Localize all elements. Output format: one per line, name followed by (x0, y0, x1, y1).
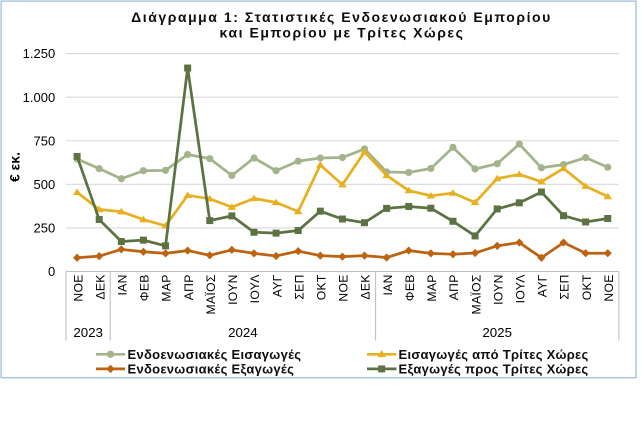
svg-text:Ενδοενωσιακές Εξαγωγές: Ενδοενωσιακές Εξαγωγές (128, 361, 295, 376)
svg-text:ΜΑΪΟΣ: ΜΑΪΟΣ (204, 274, 218, 314)
svg-text:500: 500 (33, 177, 55, 192)
svg-text:750: 750 (33, 133, 55, 148)
svg-text:και Εμπορίου με Τρίτες Χώρες: και Εμπορίου με Τρίτες Χώρες (220, 25, 465, 41)
svg-text:250: 250 (33, 221, 55, 236)
svg-text:ΙΑΝ: ΙΑΝ (381, 274, 395, 295)
svg-text:ΝΟΕ: ΝΟΕ (337, 274, 351, 301)
svg-text:1.250: 1.250 (23, 46, 56, 61)
svg-text:ΙΟΥΝ: ΙΟΥΝ (491, 274, 505, 305)
svg-text:ΦΕΒ: ΦΕΒ (403, 274, 417, 301)
svg-text:ΝΟΕ: ΝΟΕ (602, 274, 616, 301)
svg-text:2025: 2025 (482, 325, 512, 340)
svg-text:ΙΟΥΝ: ΙΟΥΝ (226, 274, 240, 305)
svg-text:ΟΚΤ: ΟΚΤ (580, 274, 594, 300)
svg-text:0: 0 (48, 264, 55, 279)
svg-text:ΑΥΓ: ΑΥΓ (536, 274, 550, 297)
svg-text:ΜΑΡ: ΜΑΡ (425, 274, 439, 301)
svg-text:ΟΚΤ: ΟΚΤ (315, 274, 329, 300)
svg-text:ΑΠΡ: ΑΠΡ (447, 274, 461, 300)
svg-text:Διάγραμμα 1: Στατιστικές Ενδοε: Διάγραμμα 1: Στατιστικές Ενδοενωσιακού Ε… (131, 9, 552, 25)
svg-text:ΜΑΡ: ΜΑΡ (160, 274, 174, 301)
svg-text:ΦΕΒ: ΦΕΒ (138, 274, 152, 301)
svg-text:ΔΕΚ: ΔΕΚ (93, 274, 107, 299)
svg-text:ΙΟΥΛ: ΙΟΥΛ (514, 274, 528, 304)
svg-text:ΜΑΪΟΣ: ΜΑΪΟΣ (469, 274, 483, 314)
svg-text:€ εκ.: € εκ. (7, 152, 23, 182)
svg-text:ΝΟΕ: ΝΟΕ (71, 274, 85, 301)
svg-text:2023: 2023 (73, 325, 103, 340)
svg-text:ΣΕΠ: ΣΕΠ (292, 274, 306, 299)
svg-text:Εξαγωγές προς Τρίτες Χώρες: Εξαγωγές προς Τρίτες Χώρες (399, 361, 589, 376)
svg-text:ΑΠΡ: ΑΠΡ (182, 274, 196, 300)
svg-text:Ενδοενωσιακές Εισαγωγές: Ενδοενωσιακές Εισαγωγές (128, 347, 302, 362)
svg-text:1.000: 1.000 (23, 90, 56, 105)
svg-text:ΙΟΥΛ: ΙΟΥΛ (248, 274, 262, 304)
svg-text:ΙΑΝ: ΙΑΝ (116, 274, 130, 295)
svg-text:2024: 2024 (228, 325, 258, 340)
svg-text:Εισαγωγές από Τρίτες Χώρες: Εισαγωγές από Τρίτες Χώρες (399, 347, 589, 362)
svg-text:ΣΕΠ: ΣΕΠ (558, 274, 572, 299)
svg-text:ΔΕΚ: ΔΕΚ (359, 274, 373, 299)
svg-text:ΑΥΓ: ΑΥΓ (270, 274, 284, 297)
